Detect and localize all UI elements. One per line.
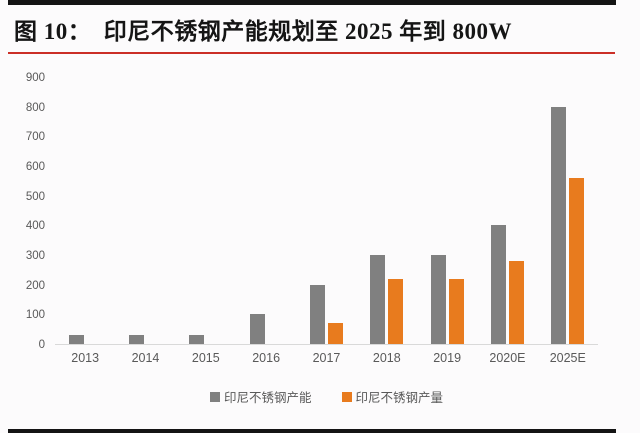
capacity-bar: [128, 335, 144, 344]
capacity-bar: [430, 255, 446, 344]
y-tick-label: 700: [25, 131, 45, 144]
y-tick-label: 500: [25, 190, 45, 203]
y-tick-label: 400: [25, 220, 45, 233]
category-group: 2020E: [477, 78, 537, 365]
production-bar: [448, 278, 464, 344]
category-group: 2018: [357, 78, 417, 365]
plot-area: 900 800 700 600 500 400 300 200 100 0 2013 2014 2015…: [26, 72, 598, 365]
x-tick-label: 2016: [252, 351, 281, 365]
x-tick-label: 2019: [433, 351, 462, 365]
legend-swatch-icon: [209, 391, 220, 402]
category-group: 2025E: [538, 78, 598, 365]
legend-label: 印尼不锈钢产能: [223, 391, 312, 405]
capacity-bar: [189, 335, 205, 344]
y-tick-label: 300: [25, 250, 45, 262]
figure-title: 图 10： 印尼不锈钢产能规划至 2025 年到 800W: [14, 19, 512, 44]
top-divider-rule: [8, 0, 616, 5]
x-tick-label: 2014: [131, 351, 160, 365]
y-tick-label: 0: [38, 339, 45, 351]
capacity-bar: [249, 314, 265, 344]
bar-chart: 900 800 700 600 500 400 300 200 100 0 2013 2014 2015…: [26, 72, 598, 406]
production-bar: [508, 260, 524, 344]
capacity-bar: [551, 106, 567, 344]
y-tick-label: 200: [25, 279, 45, 292]
capacity-bar: [68, 335, 84, 344]
category-group: 2013: [55, 78, 115, 365]
legend-item-capacity: 印尼不锈钢产能: [209, 387, 312, 406]
legend-swatch-icon: [341, 391, 352, 402]
legend: 印尼不锈钢产能 印尼不锈钢产量: [55, 387, 598, 406]
x-tick-label: 2020E: [489, 351, 526, 365]
category-group: 2019: [417, 78, 477, 365]
x-tick-label: 2025E: [549, 351, 586, 365]
y-tick-label: 900: [25, 72, 45, 84]
production-bar: [388, 278, 404, 344]
x-tick-label: 2018: [372, 351, 401, 365]
x-tick-label: 2015: [191, 351, 220, 365]
capacity-bar: [490, 225, 506, 344]
category-group: 2014: [115, 78, 175, 365]
bottom-divider-rule: [8, 429, 616, 433]
legend-item-production: 印尼不锈钢产量: [341, 387, 444, 406]
category-group: 2015: [176, 78, 236, 365]
capacity-bar: [370, 255, 386, 344]
category-group: 2017: [296, 78, 356, 365]
production-bar: [569, 177, 585, 344]
y-tick-label: 100: [25, 309, 45, 322]
capacity-bar: [309, 284, 325, 344]
x-tick-label: 2013: [71, 351, 100, 365]
x-tick-label: 2017: [312, 351, 341, 365]
production-bar: [327, 323, 343, 344]
legend-label: 印尼不锈钢产量: [355, 391, 444, 405]
y-tick-label: 800: [25, 101, 45, 114]
category-group: 2016: [236, 78, 296, 365]
y-tick-label: 600: [25, 161, 45, 173]
title-underline: [8, 52, 615, 54]
